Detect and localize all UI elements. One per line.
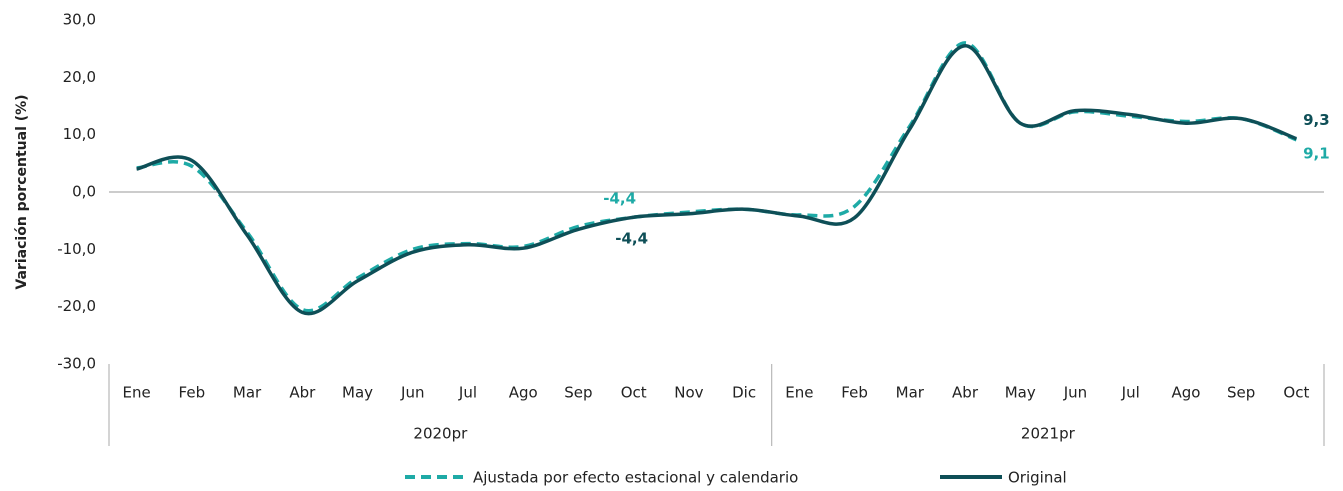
x-tick-label: Oct	[621, 384, 647, 402]
x-tick-label: Feb	[179, 384, 206, 402]
data-label: -4,4	[603, 190, 636, 208]
y-tick-label: -10,0	[57, 240, 96, 258]
x-tick-label: Sep	[564, 384, 592, 402]
y-tick-label: 10,0	[63, 125, 96, 143]
legend-label: Original	[1008, 469, 1067, 487]
legend-label: Ajustada por efecto estacional y calenda…	[473, 469, 798, 487]
x-tick-label: Ene	[785, 384, 813, 402]
y-axis-label: Variación porcentual (%)	[14, 94, 30, 289]
x-tick-label: Abr	[952, 384, 979, 402]
x-tick-label: Jul	[458, 384, 477, 402]
group-label: 2021pr	[1021, 425, 1076, 443]
x-tick-label: Mar	[896, 384, 925, 402]
x-tick-label: Ene	[123, 384, 151, 402]
group-label: 2020pr	[413, 425, 468, 443]
x-tick-label: Mar	[233, 384, 262, 402]
x-tick-label: Sep	[1227, 384, 1255, 402]
x-tick-label: Feb	[841, 384, 868, 402]
x-tick-label: May	[342, 384, 373, 402]
data-label: 9,3	[1303, 111, 1330, 129]
data-label: -4,4	[615, 230, 648, 248]
y-tick-label: -20,0	[57, 297, 96, 315]
x-tick-label: Ago	[1171, 384, 1200, 402]
series-line	[136, 41, 1298, 313]
x-tick-label: Dic	[732, 384, 756, 402]
y-tick-label: -30,0	[57, 355, 96, 373]
x-tick-label: Jul	[1121, 384, 1140, 402]
x-tick-label: Abr	[289, 384, 316, 402]
x-tick-label: Nov	[674, 384, 703, 402]
x-tick-label: Oct	[1283, 384, 1309, 402]
series-line	[136, 44, 1298, 316]
y-tick-label: 20,0	[63, 68, 96, 86]
x-tick-label: Jun	[1063, 384, 1087, 402]
x-tick-label: Ago	[509, 384, 538, 402]
x-tick-label: May	[1005, 384, 1036, 402]
y-tick-label: 30,0	[63, 11, 96, 29]
data-label: 9,1	[1303, 144, 1330, 162]
x-tick-label: Jun	[400, 384, 424, 402]
y-tick-label: 0,0	[72, 183, 96, 201]
